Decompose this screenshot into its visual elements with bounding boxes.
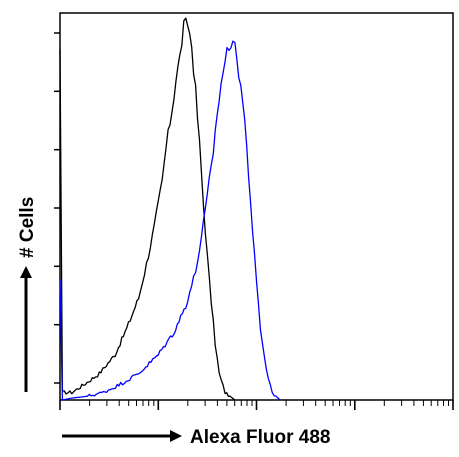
plot-frame [59,12,454,401]
histogram-series-line [59,40,281,401]
x-axis-label: Alexa Fluor 488 [190,427,330,448]
plot-border [59,12,454,401]
y-axis-ticks [54,32,60,384]
y-axis-label: # Cells [17,197,38,258]
series-layer [59,17,281,401]
x-axis-ticks [59,400,454,410]
y-axis-arrow-head [20,266,32,278]
histogram-series-line [59,17,236,401]
x-axis-arrow-head [170,430,182,442]
